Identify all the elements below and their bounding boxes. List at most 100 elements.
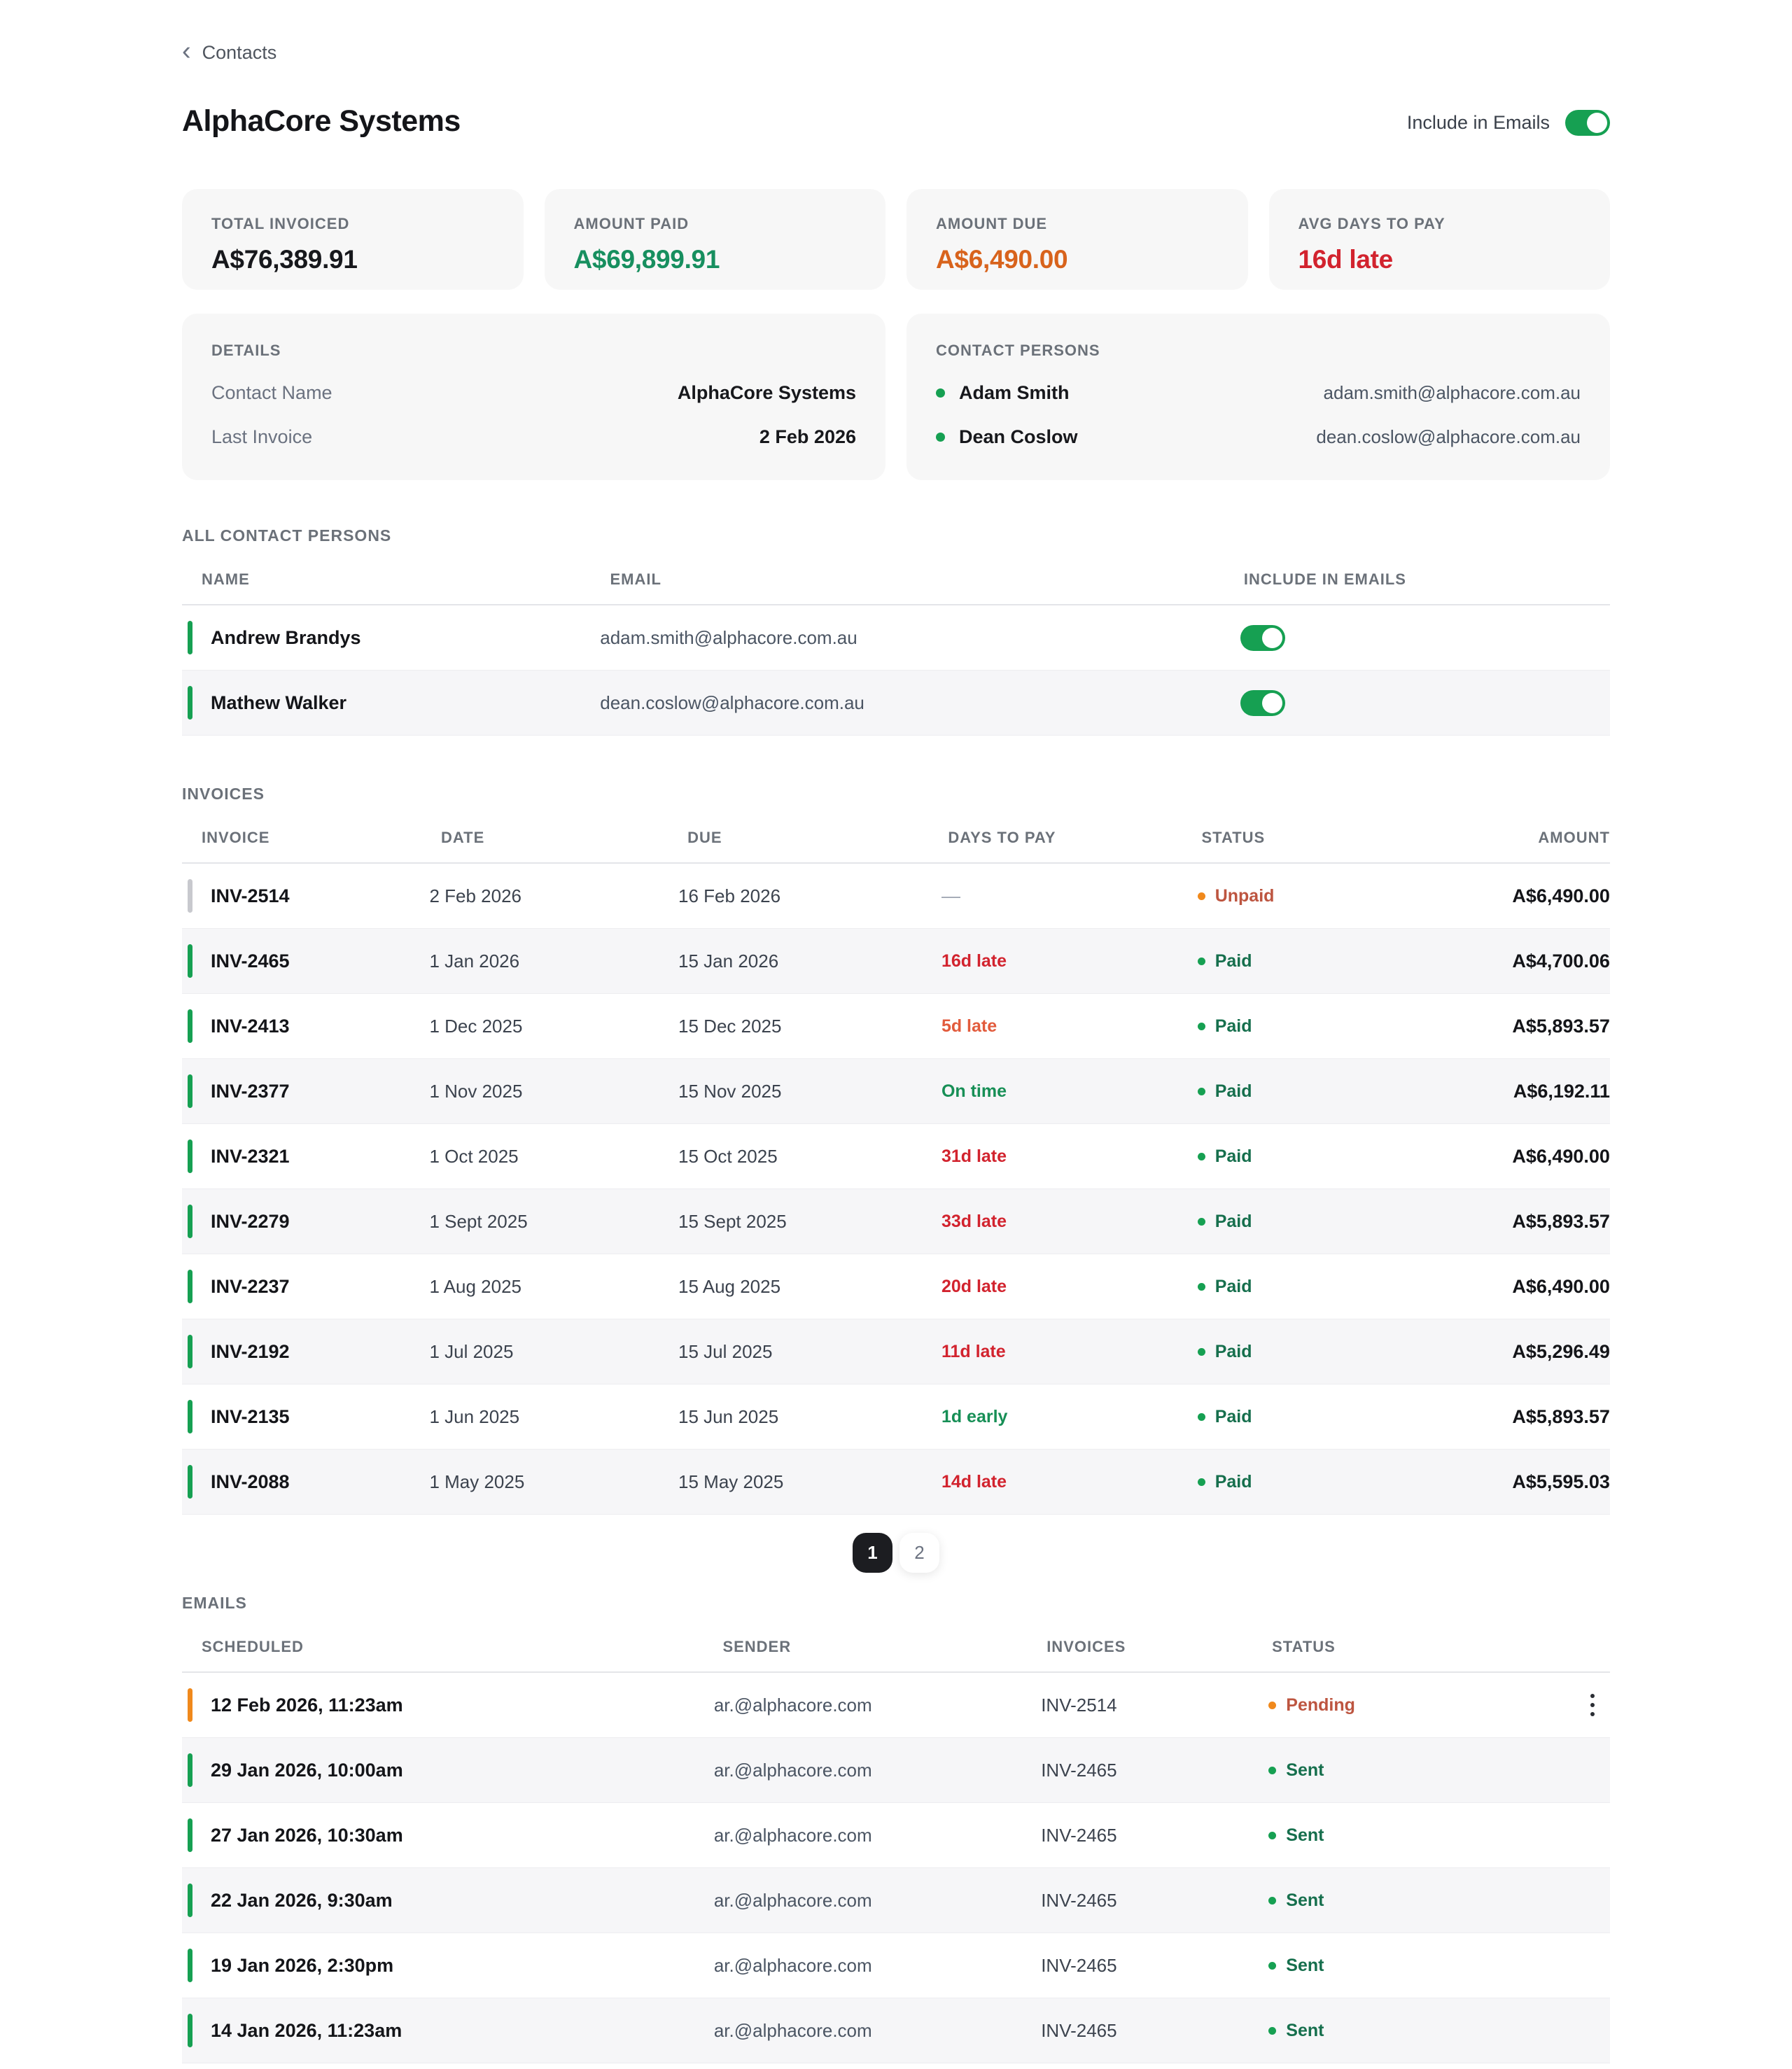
col-header-invoice: INVOICE bbox=[202, 829, 270, 846]
breadcrumb[interactable]: ‹ Contacts bbox=[182, 36, 1610, 66]
invoice-row: INV-2321 1 Oct 2025 15 Oct 2025 31d late… bbox=[182, 1124, 1610, 1189]
contact-table-row: Andrew Brandys adam.smith@alphacore.com.… bbox=[182, 605, 1610, 671]
row-accent-bar bbox=[188, 686, 192, 720]
row-accent-bar bbox=[188, 1884, 192, 1917]
invoice-row: INV-2377 1 Nov 2025 15 Nov 2025 On time … bbox=[182, 1059, 1610, 1124]
status-dot-icon bbox=[1268, 2026, 1277, 2035]
status-badge: Paid bbox=[1197, 1342, 1411, 1362]
row-accent-bar bbox=[188, 1009, 192, 1043]
col-header-amount: AMOUNT bbox=[1538, 829, 1610, 846]
col-header-date: DATE bbox=[441, 829, 485, 846]
contact-table-row: Mathew Walker dean.coslow@alphacore.com.… bbox=[182, 671, 1610, 736]
row-accent-bar bbox=[188, 944, 192, 978]
emails-title: EMAILS bbox=[182, 1594, 247, 1612]
status-badge: Paid bbox=[1197, 1277, 1411, 1297]
status-dot-icon bbox=[1197, 892, 1205, 900]
email-row: 27 Jan 2026, 10:30am ar.@alphacore.com I… bbox=[182, 1803, 1610, 1868]
stat-amount-paid: AMOUNT PAID A$69,899.91 bbox=[544, 189, 886, 290]
invoice-row: INV-2514 2 Feb 2026 16 Feb 2026 — Unpaid… bbox=[182, 864, 1610, 929]
detail-row: Contact Name AlphaCore Systems bbox=[211, 382, 856, 403]
status-badge: Unpaid bbox=[1197, 886, 1411, 906]
row-accent-bar bbox=[188, 2014, 192, 2047]
stat-total-invoiced: TOTAL INVOICED A$76,389.91 bbox=[182, 189, 524, 290]
email-row: 29 Jan 2026, 10:00am ar.@alphacore.com I… bbox=[182, 1738, 1610, 1803]
include-in-emails-label: Include in Emails bbox=[1406, 112, 1550, 133]
row-accent-bar bbox=[188, 879, 192, 913]
status-badge: Sent bbox=[1268, 2021, 1510, 2041]
col-header-email: EMAIL bbox=[610, 570, 662, 588]
row-accent-bar bbox=[188, 1074, 192, 1108]
stat-amount-paid-value: A$69,899.91 bbox=[573, 245, 720, 274]
invoices-title: INVOICES bbox=[182, 785, 265, 803]
invoice-row: INV-2465 1 Jan 2026 15 Jan 2026 16d late… bbox=[182, 929, 1610, 994]
email-row: 22 Jan 2026, 9:30am ar.@alphacore.com IN… bbox=[182, 1868, 1610, 1933]
toggle-knob bbox=[1587, 113, 1607, 133]
contact-include-toggle[interactable] bbox=[1240, 624, 1285, 651]
contact-persons-card: CONTACT PERSONS Adam Smith adam.smith@al… bbox=[906, 314, 1610, 480]
status-dot-icon bbox=[1197, 1022, 1205, 1030]
include-in-emails-toggle[interactable] bbox=[1565, 110, 1610, 136]
col-header-invoices: INVOICES bbox=[1046, 1638, 1126, 1655]
status-badge: Pending bbox=[1268, 1695, 1510, 1716]
row-accent-bar bbox=[188, 1818, 192, 1852]
status-badge: Sent bbox=[1268, 1825, 1510, 1846]
email-row: 14 Jan 2026, 11:23am ar.@alphacore.com I… bbox=[182, 1998, 1610, 2063]
status-badge: Paid bbox=[1197, 1407, 1411, 1427]
status-dot-icon bbox=[1268, 1896, 1277, 1905]
all-contact-persons-title: ALL CONTACT PERSONS bbox=[182, 526, 392, 545]
row-accent-bar bbox=[188, 1270, 192, 1303]
stat-total-invoiced-value: A$76,389.91 bbox=[211, 245, 358, 274]
invoice-row: INV-2192 1 Jul 2025 15 Jul 2025 11d late… bbox=[182, 1319, 1610, 1384]
invoice-row: INV-2413 1 Dec 2025 15 Dec 2025 5d late … bbox=[182, 994, 1610, 1059]
page-1-button[interactable]: 1 bbox=[853, 1533, 892, 1573]
status-dot-icon bbox=[1268, 1831, 1277, 1839]
status-badge: Sent bbox=[1268, 1891, 1510, 1911]
status-dot-icon bbox=[1197, 1087, 1205, 1095]
row-accent-bar bbox=[188, 1205, 192, 1238]
pagination: 1 2 bbox=[182, 1533, 1610, 1573]
status-dot-icon bbox=[1197, 1282, 1205, 1291]
status-dot-icon bbox=[1268, 1701, 1277, 1709]
col-header-scheduled: SCHEDULED bbox=[202, 1638, 304, 1655]
email-row: 19 Jan 2026, 2:30pm ar.@alphacore.com IN… bbox=[182, 1933, 1610, 1998]
status-dot-icon bbox=[1197, 957, 1205, 965]
stat-amount-due-value: A$6,490.00 bbox=[936, 245, 1068, 274]
contact-include-toggle[interactable] bbox=[1240, 689, 1285, 716]
row-accent-bar bbox=[188, 1400, 192, 1433]
back-chevron-icon: ‹ bbox=[182, 36, 191, 66]
row-menu-icon[interactable] bbox=[1585, 1688, 1600, 1722]
status-badge: Paid bbox=[1197, 951, 1411, 972]
status-badge: Sent bbox=[1268, 1760, 1510, 1781]
status-dot-icon bbox=[1197, 1478, 1205, 1486]
email-row: 12 Feb 2026, 11:23am ar.@alphacore.com I… bbox=[182, 1673, 1610, 1738]
status-badge: Paid bbox=[1197, 1212, 1411, 1232]
col-header-sender: SENDER bbox=[722, 1638, 792, 1655]
stat-amount-due: AMOUNT DUE A$6,490.00 bbox=[906, 189, 1248, 290]
col-header-days: DAYS TO PAY bbox=[948, 829, 1056, 846]
row-accent-bar bbox=[188, 621, 192, 654]
col-header-include: INCLUDE IN EMAILS bbox=[1243, 570, 1406, 588]
emails-table: SCHEDULED SENDER INVOICES STATUS 12 Feb … bbox=[182, 1638, 1610, 2063]
contact-persons-table: NAME EMAIL INCLUDE IN EMAILS Andrew Bran… bbox=[182, 570, 1610, 736]
invoice-row: INV-2237 1 Aug 2025 15 Aug 2025 20d late… bbox=[182, 1254, 1610, 1319]
row-accent-bar bbox=[188, 1335, 192, 1368]
stat-avg-days-value: 16d late bbox=[1298, 245, 1394, 274]
status-badge: Paid bbox=[1197, 1146, 1411, 1167]
status-dot-icon bbox=[1268, 1766, 1277, 1774]
contact-person-row: Dean Coslow dean.coslow@alphacore.com.au bbox=[936, 426, 1581, 448]
page-2-button[interactable]: 2 bbox=[899, 1533, 939, 1573]
status-dot-icon bbox=[1197, 1152, 1205, 1160]
breadcrumb-label: Contacts bbox=[202, 42, 277, 63]
page-title: AlphaCore Systems bbox=[182, 104, 461, 138]
status-badge: Paid bbox=[1197, 1472, 1411, 1492]
details-card: DETAILS Contact Name AlphaCore Systems L… bbox=[182, 314, 886, 480]
status-dot-icon bbox=[1268, 1961, 1277, 1970]
row-accent-bar bbox=[188, 1949, 192, 1982]
col-header-due: DUE bbox=[687, 829, 722, 846]
col-header-status: STATUS bbox=[1201, 829, 1266, 846]
contact-person-row: Adam Smith adam.smith@alphacore.com.au bbox=[936, 382, 1581, 404]
green-dot-icon bbox=[936, 433, 945, 442]
status-dot-icon bbox=[1197, 1217, 1205, 1226]
row-accent-bar bbox=[188, 1465, 192, 1499]
